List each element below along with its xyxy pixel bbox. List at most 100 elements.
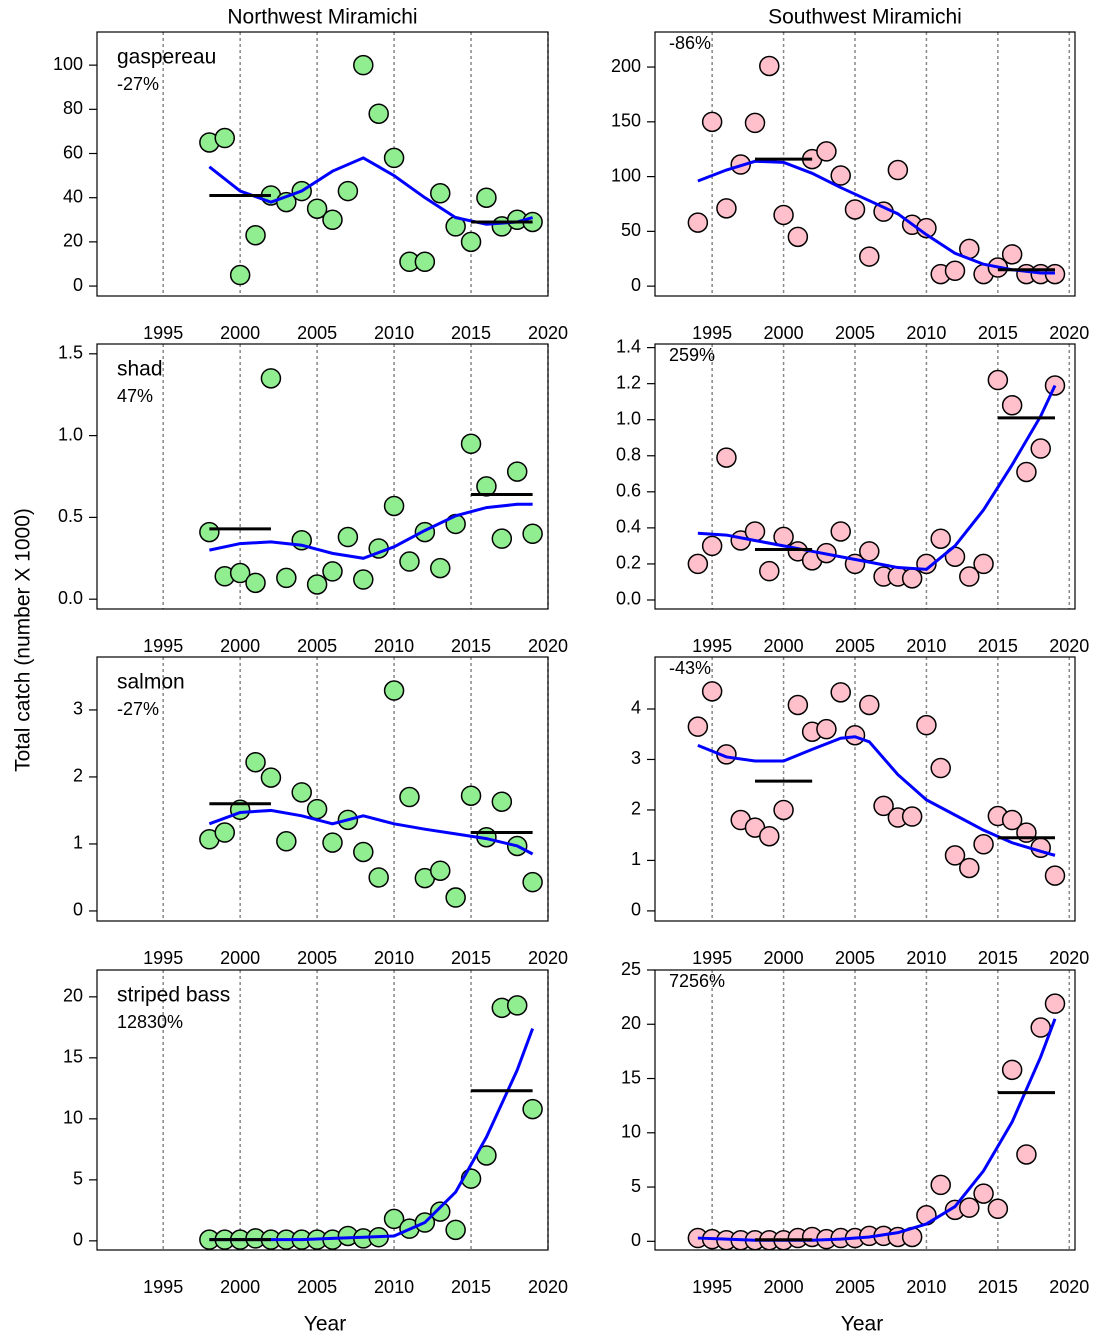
y-tick-label: 0.0 <box>58 588 83 608</box>
data-point <box>460 785 482 806</box>
y-tick-label: 200 <box>611 56 641 76</box>
x-tick-label: 2005 <box>297 323 337 343</box>
data-point <box>1016 822 1037 843</box>
y-tick-label: 0 <box>631 1230 641 1250</box>
x-axis-label: Year <box>304 1313 346 1336</box>
data-point <box>859 541 880 562</box>
x-tick-label: 2000 <box>220 948 260 968</box>
y-tick-label: 50 <box>621 220 641 240</box>
trend-line <box>208 808 534 856</box>
x-tick-label: 2015 <box>978 948 1018 968</box>
y-tick-label: 2 <box>73 766 83 786</box>
data-point <box>245 224 266 246</box>
data-point <box>430 557 451 579</box>
y-tick-label: 15 <box>621 1067 641 1087</box>
data-point <box>973 1183 994 1204</box>
x-tick-label: 2005 <box>297 636 337 656</box>
x-tick-label: 2020 <box>528 323 568 343</box>
y-tick-label: 20 <box>63 231 83 251</box>
column-title: Southwest Miramichi <box>768 6 962 29</box>
data-point <box>353 841 374 863</box>
data-point <box>368 103 389 124</box>
data-point <box>229 562 251 584</box>
trend-line <box>208 156 534 226</box>
species-label: salmon <box>117 671 185 694</box>
data-point <box>291 782 312 803</box>
data-point <box>1001 809 1023 831</box>
y-tick-label: 0.5 <box>58 506 83 526</box>
data-point <box>245 572 266 594</box>
y-tick-label: 5 <box>631 1176 641 1196</box>
y-tick-label: 20 <box>63 986 83 1006</box>
data-point <box>260 368 282 389</box>
data-point <box>383 680 405 701</box>
data-point <box>930 757 951 779</box>
data-point <box>959 566 980 587</box>
data-point <box>830 165 851 186</box>
species-label: striped bass <box>117 984 230 1007</box>
x-tick-label: 2010 <box>906 323 946 343</box>
data-point <box>506 461 528 482</box>
data-point <box>844 724 866 746</box>
x-tick-label: 2005 <box>835 323 875 343</box>
trend-line <box>697 384 1057 571</box>
data-point <box>759 560 780 582</box>
data-point <box>701 111 723 133</box>
x-tick-label: 2015 <box>451 323 491 343</box>
data-point <box>476 187 497 208</box>
x-tick-label: 2020 <box>528 948 568 968</box>
y-tick-label: 1.2 <box>616 372 641 392</box>
data-point <box>353 569 374 590</box>
data-point <box>383 1208 405 1230</box>
data-point <box>306 198 328 219</box>
y-tick-label: 0 <box>73 1230 83 1250</box>
trend-line <box>209 502 533 560</box>
data-point <box>1016 1144 1037 1165</box>
data-point <box>460 433 482 455</box>
x-tick-label: 2015 <box>451 1277 491 1297</box>
change-annotation: -27% <box>117 699 159 719</box>
x-tick-label: 2000 <box>764 948 804 968</box>
data-point <box>476 476 497 497</box>
data-point <box>506 995 528 1016</box>
y-tick-label: 10 <box>63 1108 83 1128</box>
x-tick-label: 2005 <box>835 1277 875 1297</box>
data-point <box>322 561 343 582</box>
data-point <box>414 251 436 273</box>
data-point <box>306 574 328 595</box>
y-tick-label: 25 <box>621 959 641 979</box>
data-point <box>773 799 794 821</box>
x-tick-label: 1995 <box>143 323 183 343</box>
data-point <box>522 871 543 893</box>
data-point <box>337 526 359 548</box>
x-tick-label: 2020 <box>528 1277 568 1297</box>
data-point <box>959 1197 980 1218</box>
y-tick-label: 0.8 <box>616 445 641 465</box>
x-tick-label: 2000 <box>220 1277 260 1297</box>
y-tick-label: 0 <box>73 900 83 920</box>
data-point <box>322 209 343 231</box>
data-point <box>306 798 328 820</box>
y-tick-label: 0.2 <box>616 553 641 573</box>
data-point <box>859 246 880 267</box>
y-tick-label: 100 <box>611 165 641 185</box>
plot-frame <box>96 656 549 922</box>
data-point <box>430 183 451 204</box>
y-tick-label: 3 <box>631 748 641 768</box>
x-tick-label: 2010 <box>906 1277 946 1297</box>
species-label: gaspereau <box>117 46 216 69</box>
data-point <box>759 55 780 77</box>
x-tick-label: 1995 <box>143 636 183 656</box>
data-point <box>887 159 909 181</box>
y-tick-label: 4 <box>631 698 641 718</box>
data-point <box>830 521 851 542</box>
y-tick-label: 1.4 <box>616 336 641 356</box>
data-point <box>445 1219 466 1241</box>
data-point <box>430 860 451 881</box>
x-tick-label: 2020 <box>1049 948 1089 968</box>
x-tick-label: 2020 <box>528 636 568 656</box>
data-point <box>229 264 251 286</box>
data-point <box>199 521 220 543</box>
y-tick-label: 0.4 <box>616 517 641 537</box>
x-axis-label: Year <box>841 1313 883 1336</box>
